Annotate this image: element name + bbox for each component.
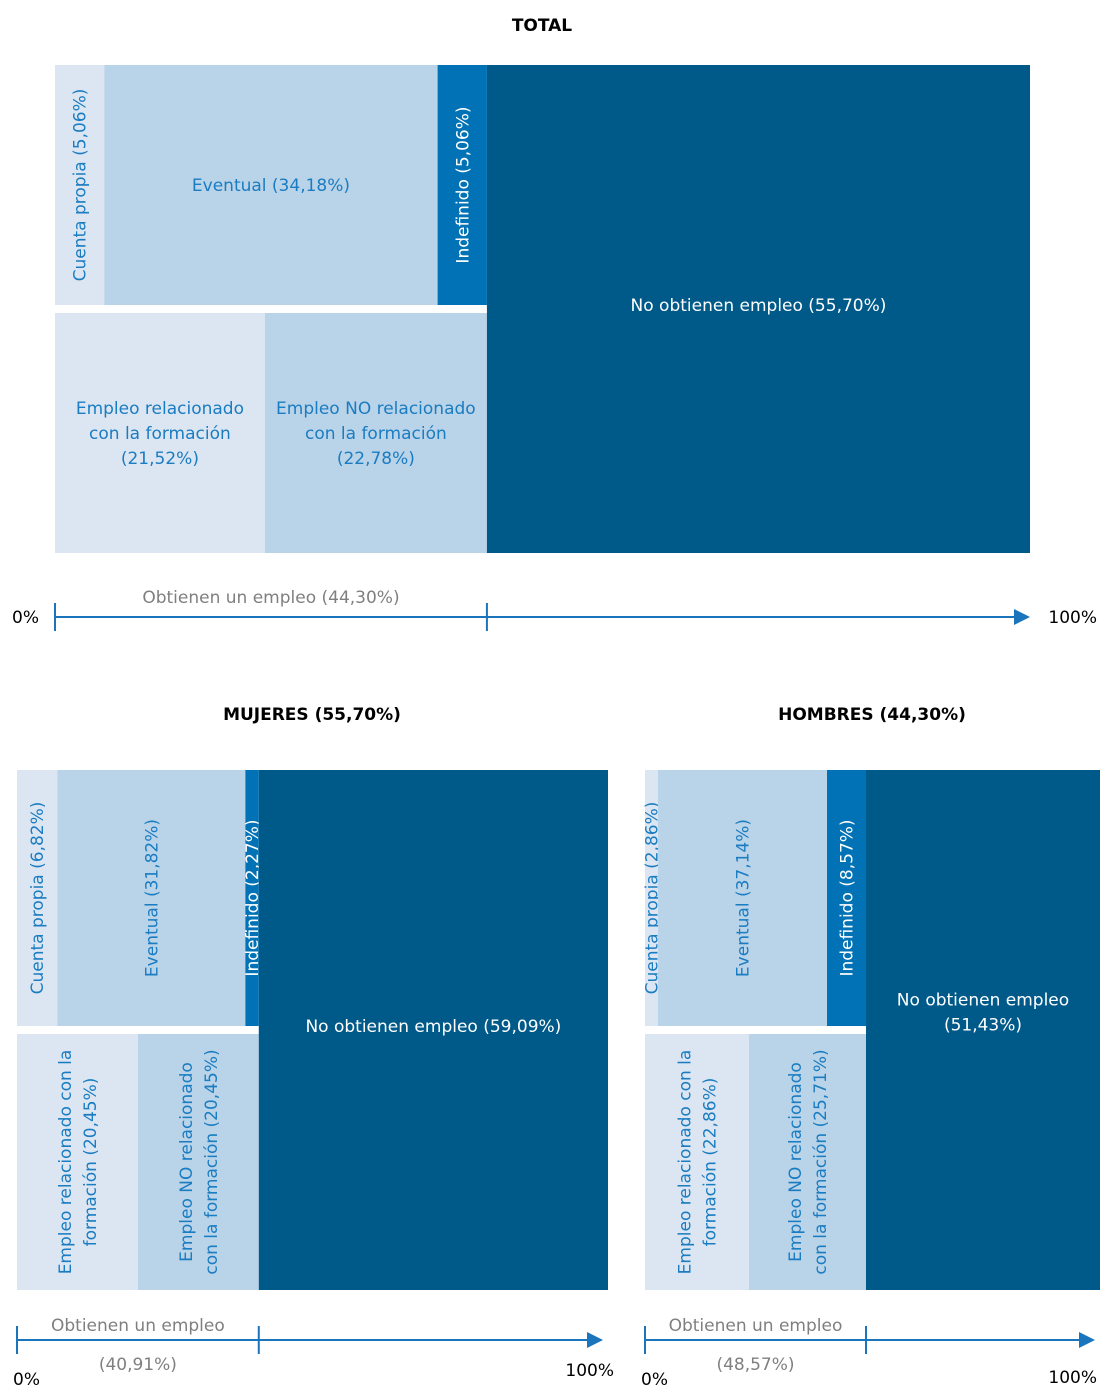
axis-end: 100% [1048,1368,1097,1387]
axis-label: Obtienen un empleo [51,1316,225,1336]
relation-label-line: Empleo NO relacionado [177,1062,197,1262]
contract-label: Indefinido (2,27%) [243,819,263,976]
relation-label-line: (21,52%) [121,449,199,469]
relation-label-line: (22,78%) [337,449,415,469]
relation-block [645,1034,750,1290]
relation-label: Empleo NO relacionado con la formación (22… [276,399,476,469]
unemployed-block [258,770,608,1290]
panel-title: HOMBRES (44,30%) [778,705,966,725]
panel-title: TOTAL [512,16,572,36]
relation-block [264,313,487,553]
contract-label: Indefinido (8,57%) [837,819,857,976]
contract-block [104,65,438,305]
relation-label-line: con la formación [89,424,231,444]
relation-label: Empleo relacionado con la formación (22,8… [676,1050,721,1275]
relation-block [55,313,265,553]
contract-block [827,770,866,1026]
relation-block [749,1034,866,1290]
contract-block [17,770,58,1026]
relation-label-line: con la formación (20,45%) [202,1049,222,1274]
axis-start: 0% [12,608,39,628]
relation-label-line: formación (22,86%) [701,1078,721,1247]
axis-arrow [1014,609,1030,625]
unemployed-label-line: No obtienen empleo [897,991,1069,1011]
contract-block [245,770,259,1026]
relation-label: Empleo NO relacionado con la formación (2… [786,1049,831,1274]
unemployed-block [486,65,1030,553]
axis-end: 100% [565,1361,614,1381]
relation-label-line: con la formación [305,424,447,444]
contract-block [437,65,487,305]
relation-block [137,1034,259,1290]
relation-label-line: Empleo NO relacionado [276,399,476,419]
axis-arrow [1079,1332,1095,1348]
axis-start: 0% [13,1370,40,1387]
contract-label-line: Indefinido (2,27%) [243,819,263,976]
contract-label-line: Cuenta propia (5,06%) [71,89,91,282]
unemployed-label-line: No obtienen empleo (59,09%) [305,1017,561,1037]
contract-label: Indefinido (5,06%) [453,106,473,263]
relation-label-line: con la formación (25,71%) [811,1049,831,1274]
contract-label-line: Eventual (31,82%) [142,819,162,977]
axis-label: Obtienen un empleo [669,1316,843,1336]
relation-label-line: formación (20,45%) [81,1078,101,1247]
contract-label: Cuenta propia (2,86%) [643,802,663,995]
axis-end: 100% [1048,608,1097,628]
contract-label: Cuenta propia (6,82%) [28,802,48,995]
unemployed-label-line: (51,43%) [944,1016,1022,1036]
axis-start: 0% [641,1370,668,1387]
relation-block [17,1034,138,1290]
unemployed-block [865,770,1100,1290]
unemployed-label-line: No obtienen empleo (55,70%) [631,296,887,316]
contract-block [55,65,105,305]
unemployed-label: No obtienen empleo (55,70%) [631,296,887,316]
unemployed-label: No obtienen empleo (51,43%) [897,991,1069,1036]
contract-label: Eventual (34,18%) [192,176,350,196]
relation-label: Empleo relacionado con la formación (21,52… [76,399,244,469]
contract-label-line: Cuenta propia (6,82%) [28,802,48,995]
unemployed-label: No obtienen empleo (59,09%) [305,1017,561,1037]
relation-label-line: Empleo relacionado con la [56,1050,76,1275]
relation-label-line: Empleo relacionado [76,399,244,419]
contract-label-line: Cuenta propia (2,86%) [643,802,663,995]
axis-label: (48,57%) [716,1355,794,1375]
relation-label-line: Empleo NO relacionado [786,1062,806,1262]
contract-label-line: Eventual (37,14%) [734,819,754,977]
contract-label: Cuenta propia (5,06%) [71,89,91,282]
contract-label-line: Indefinido (5,06%) [453,106,473,263]
relation-label: Empleo relacionado con la formación (20,4… [56,1050,101,1275]
contract-label-line: Indefinido (8,57%) [837,819,857,976]
relation-label: Empleo NO relacionado con la formación (2… [177,1049,222,1274]
contract-label: Eventual (37,14%) [734,819,754,977]
contract-block [57,770,246,1026]
axis-arrow [587,1332,603,1348]
panel-title: MUJERES (55,70%) [223,705,401,725]
contract-label: Eventual (31,82%) [142,819,162,977]
contract-block [658,770,827,1026]
axis-label: Obtienen un empleo (44,30%) [142,588,399,608]
contract-block [645,770,659,1026]
relation-label-line: Empleo relacionado con la [676,1050,696,1275]
axis-label: (40,91%) [99,1355,177,1375]
contract-label-line: Eventual (34,18%) [192,176,350,196]
